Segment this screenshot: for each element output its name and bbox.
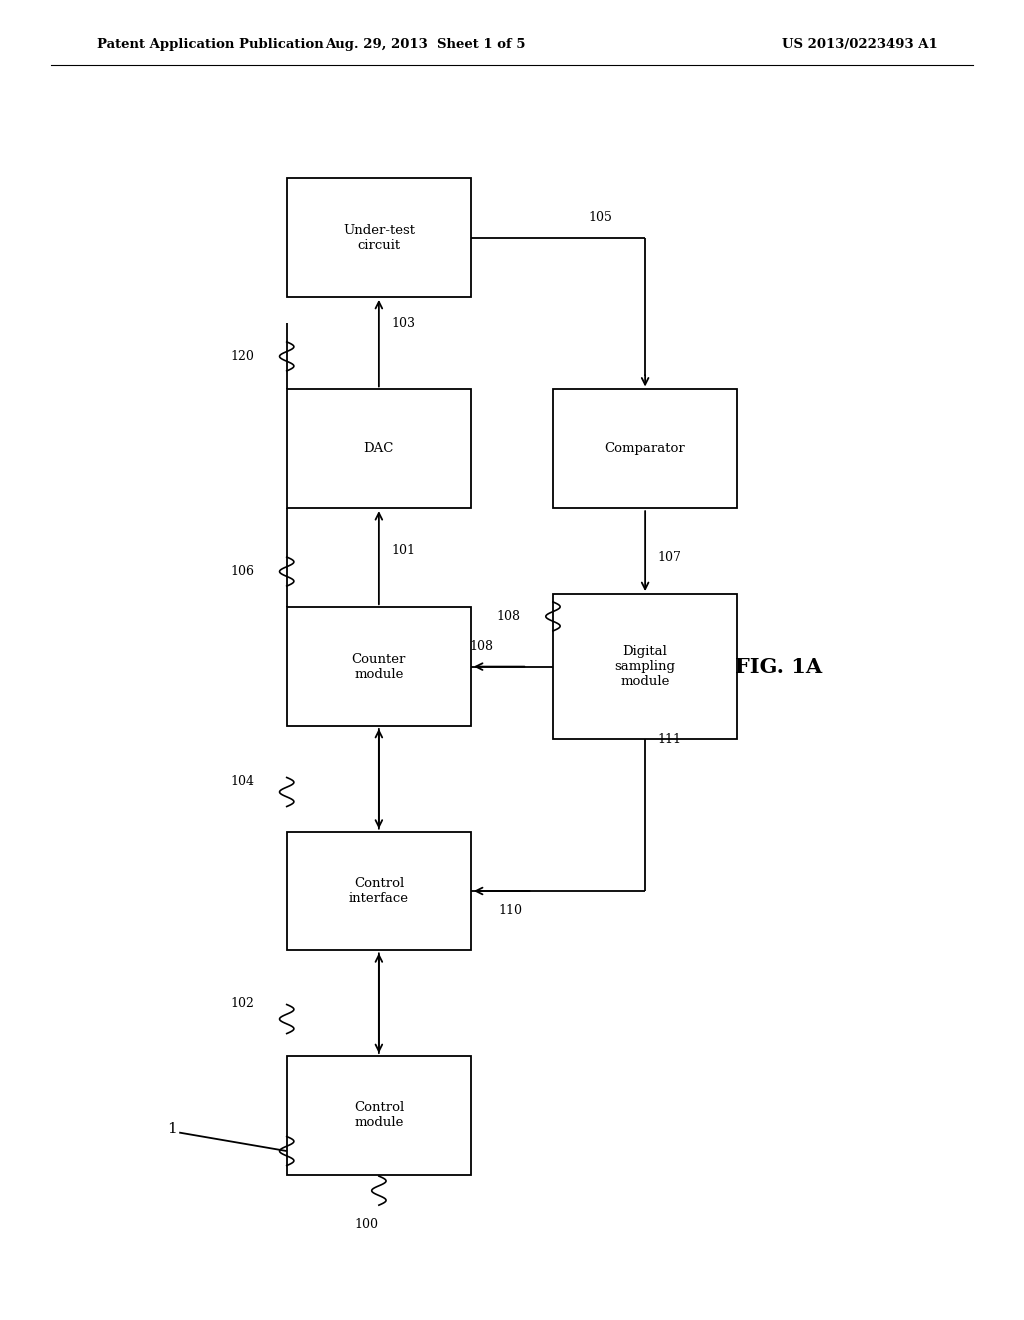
Text: 100: 100: [354, 1218, 379, 1232]
Text: US 2013/0223493 A1: US 2013/0223493 A1: [782, 38, 938, 51]
Text: 107: 107: [657, 550, 681, 564]
Bar: [287, 1056, 471, 1175]
Text: Comparator: Comparator: [605, 442, 685, 455]
Text: DAC: DAC: [364, 442, 394, 455]
Text: Control
interface: Control interface: [349, 876, 409, 906]
Bar: [553, 389, 737, 508]
Text: 102: 102: [230, 997, 254, 1010]
Text: Digital
sampling
module: Digital sampling module: [614, 645, 676, 688]
Text: 1: 1: [167, 1122, 177, 1135]
Text: 104: 104: [230, 775, 254, 788]
Text: 110: 110: [498, 904, 522, 917]
Text: Patent Application Publication: Patent Application Publication: [97, 38, 324, 51]
Text: 106: 106: [230, 565, 254, 578]
Bar: [287, 832, 471, 950]
Text: FIG. 1A: FIG. 1A: [734, 656, 822, 677]
Bar: [287, 607, 471, 726]
Bar: [287, 178, 471, 297]
Text: 103: 103: [391, 317, 415, 330]
Text: Aug. 29, 2013  Sheet 1 of 5: Aug. 29, 2013 Sheet 1 of 5: [325, 38, 525, 51]
Text: Control
module: Control module: [353, 1101, 404, 1130]
Text: 101: 101: [391, 544, 415, 557]
Text: Under-test
circuit: Under-test circuit: [343, 223, 415, 252]
Bar: [287, 389, 471, 508]
Text: 120: 120: [230, 350, 254, 363]
Text: 105: 105: [589, 211, 612, 224]
Bar: [553, 594, 737, 739]
Text: 108: 108: [469, 640, 494, 653]
Text: Counter
module: Counter module: [351, 652, 407, 681]
Text: 111: 111: [657, 733, 681, 746]
Text: 108: 108: [497, 610, 520, 623]
